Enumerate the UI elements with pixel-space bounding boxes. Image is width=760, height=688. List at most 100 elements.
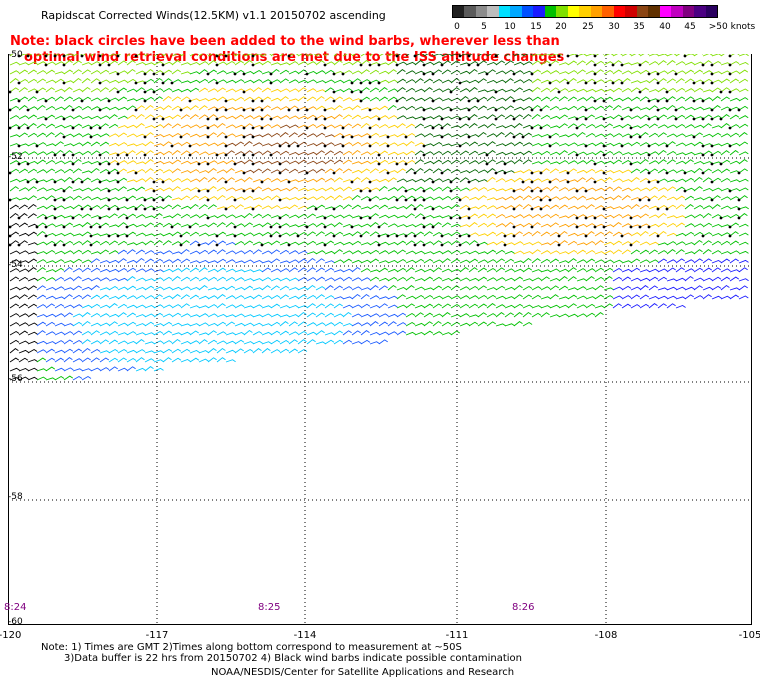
wind-barb [189,294,200,300]
wind-barb [414,196,425,201]
wind-barb [567,160,578,165]
wind-barb [27,106,38,111]
wind-barb [90,348,101,354]
wind-barb [108,114,118,120]
wind-barb [432,331,443,336]
wind-barb [288,124,299,129]
wind-barb [729,132,740,138]
wind-barb [603,105,613,111]
wind-barb [117,322,128,327]
flag-circle [44,225,48,229]
wind-barb [54,303,65,309]
wind-barb [108,168,119,174]
flag-circle [584,108,588,112]
wind-barb [378,142,389,147]
wind-barb [459,204,470,210]
wind-barb [423,168,433,174]
wind-barb [162,357,172,363]
wind-barb [189,105,199,111]
wind-barb [450,177,460,183]
wind-barb [252,314,263,318]
wind-barb [135,367,146,372]
flag-circle [602,171,606,175]
wind-barb [126,98,137,102]
wind-barb [684,268,695,273]
wind-barb [612,133,623,138]
wind-barb [189,61,200,66]
wind-barb [333,231,344,237]
wind-barb [27,258,38,264]
wind-barb [405,123,416,129]
wind-barb [198,267,208,273]
wind-barb [558,96,568,102]
lat-label: -58 [8,492,23,502]
wind-barb [315,150,325,156]
wind-barb [468,68,478,75]
wind-barb [657,250,668,255]
wind-barb [666,286,677,291]
wind-barb [261,331,272,336]
wind-barb [531,96,542,102]
wind-barb [378,260,389,264]
wind-barb [27,331,38,336]
wind-barb [684,61,695,66]
wind-barb [630,141,641,147]
wind-barb [468,285,479,291]
wind-barb [81,286,92,291]
wind-barb [342,123,352,129]
wind-barb [567,187,578,192]
wind-barb [135,332,146,336]
wind-barb [216,340,227,345]
wind-barb [387,187,398,192]
wind-barb [504,232,515,237]
flag-circle [332,234,336,238]
wind-barb [432,215,443,219]
flag-circle [323,144,327,148]
wind-barb [153,106,164,111]
flag-circle [458,243,462,247]
wind-barb [477,89,488,93]
wind-barb [477,115,488,120]
wind-barb [144,88,155,93]
wind-barb [648,70,659,75]
wind-barb [279,339,290,345]
wind-barb [9,124,20,129]
wind-barb [684,54,695,57]
flag-circle [449,216,453,220]
wind-barb [288,105,298,111]
flag-circle [503,234,507,238]
wind-barb [198,124,209,129]
flag-circle [314,207,318,211]
wind-barb [513,321,523,327]
wind-barb [477,233,488,237]
wind-barb [90,251,101,255]
flag-circle [62,243,66,247]
wind-barb [360,268,371,273]
wind-barb [297,294,307,300]
wind-barb [171,332,182,336]
wind-barb [144,222,154,228]
wind-barb [432,168,442,174]
wind-barb [612,159,623,165]
wind-barb [369,123,380,129]
wind-barb [288,79,299,84]
wind-barb [693,54,704,57]
wind-barb [63,323,74,327]
flag-circle [224,153,228,157]
wind-barb [369,115,380,120]
wind-barb [180,62,191,66]
wind-barb [459,141,470,147]
wind-barb [171,60,181,66]
wind-barb [288,186,299,192]
wind-barb [162,169,173,174]
wind-barb [729,213,740,219]
wind-barb [369,313,380,318]
wind-barb [297,286,308,291]
wind-barb [324,168,334,174]
wind-barb [90,87,101,93]
wind-barb [549,125,560,129]
wind-barb [441,277,452,282]
wind-barb [288,214,299,219]
wind-barb [630,258,641,264]
wind-barb [702,187,713,192]
